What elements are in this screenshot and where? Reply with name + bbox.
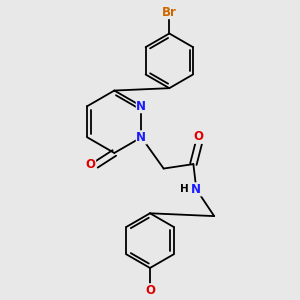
Text: H: H xyxy=(180,184,189,194)
Text: O: O xyxy=(194,130,204,143)
Text: Br: Br xyxy=(162,6,177,19)
Text: O: O xyxy=(145,284,155,297)
Text: O: O xyxy=(85,158,96,171)
Text: N: N xyxy=(136,131,146,144)
Text: N: N xyxy=(191,183,201,196)
Text: N: N xyxy=(136,100,146,112)
